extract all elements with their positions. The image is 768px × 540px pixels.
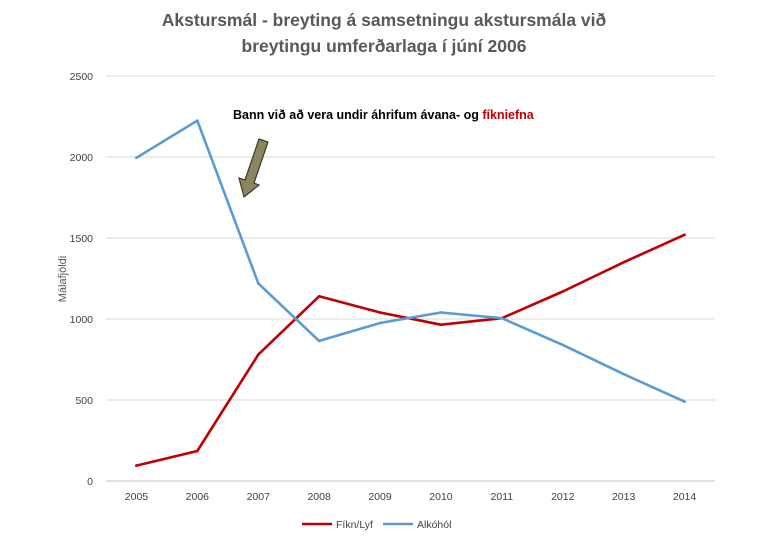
x-tick-label: 2007 (247, 491, 271, 503)
data-point (561, 343, 565, 347)
annotation-text-part2: fíkniefna (482, 108, 534, 122)
data-point (683, 400, 686, 403)
y-tick-label: 0 (87, 476, 93, 488)
data-point (317, 295, 321, 298)
legend: Fíkn/Lyf Alkóhól (302, 519, 451, 531)
series-lines (135, 119, 686, 467)
x-axis-ticks: 2005 2006 2007 2008 2009 2010 2011 2012 2013 2014 (125, 491, 697, 503)
x-tick-label: 2009 (368, 491, 392, 503)
y-axis-ticks: 0 500 1000 1500 2000 2500 (70, 71, 94, 488)
chart-title-line1: Akstursmál - breyting á samsetningu akst… (162, 10, 606, 30)
legend-label: Fíkn/Lyf (336, 519, 373, 531)
series-line-alkohol (135, 119, 686, 403)
data-point (317, 339, 321, 343)
data-point (683, 233, 686, 237)
x-tick-label: 2010 (429, 491, 453, 503)
data-point (378, 311, 382, 314)
y-axis-title: Málafjöldi (57, 256, 69, 302)
legend-label: Alkóhól (417, 519, 451, 531)
x-tick-label: 2006 (186, 491, 210, 503)
data-point (500, 316, 504, 320)
data-point (256, 353, 260, 356)
x-tick-label: 2008 (307, 491, 331, 503)
series-line-fikn-lyf (135, 233, 686, 467)
data-point (196, 119, 199, 122)
x-tick-label: 2005 (125, 491, 149, 503)
chart-title-line2: breytingu umferðarlaga í júní 2006 (242, 36, 527, 56)
data-point (135, 156, 138, 160)
annotation-text-part1: Bann við að vera undir áhrifum ávana- og (233, 108, 482, 122)
data-point (622, 261, 625, 264)
data-point (439, 311, 443, 314)
x-tick-label: 2013 (612, 491, 636, 503)
data-point (256, 282, 260, 285)
data-point (439, 323, 443, 326)
y-tick-label: 2000 (70, 152, 94, 164)
data-point (135, 464, 138, 467)
data-point (196, 449, 199, 453)
annotation-arrow (238, 138, 269, 199)
x-tick-label: 2014 (673, 491, 697, 503)
data-point (378, 321, 382, 325)
x-tick-label: 2012 (551, 491, 575, 503)
y-tick-label: 1000 (70, 314, 94, 326)
x-tick-label: 2011 (491, 491, 514, 503)
gridlines (106, 75, 715, 482)
y-tick-label: 1500 (70, 233, 94, 245)
y-tick-label: 2500 (70, 71, 94, 83)
data-point (561, 290, 565, 293)
data-point (622, 372, 625, 376)
y-tick-label: 500 (75, 395, 93, 407)
annotation-text: Bann við að vera undir áhrifum ávana- og… (233, 108, 535, 122)
